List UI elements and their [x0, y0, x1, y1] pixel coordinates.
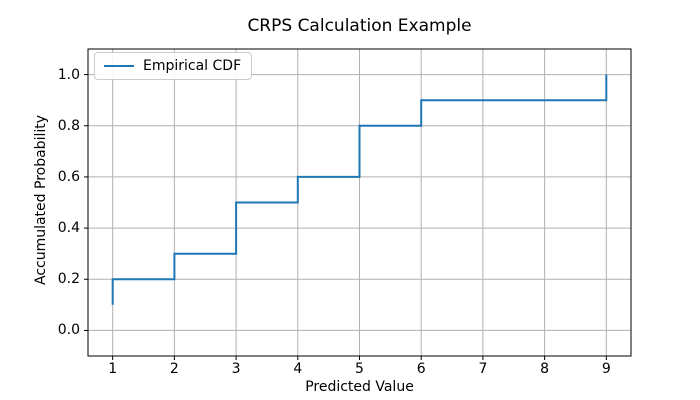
y-tick-label: 0.8: [57, 117, 80, 134]
x-tick-label: 5: [355, 361, 364, 377]
x-tick-label: 7: [478, 361, 488, 377]
legend-line-sample-icon: [104, 65, 134, 67]
cdf-step-line: [111, 74, 608, 305]
y-tick-label: 0.6: [57, 168, 80, 185]
x-tick-label: 6: [416, 361, 426, 377]
y-tick-label: 0.2: [57, 271, 80, 288]
x-tick-label: 1: [108, 361, 118, 377]
y-tick-label: 0.4: [57, 220, 80, 237]
x-tick-label: 9: [601, 361, 611, 377]
x-tick-label: 4: [293, 361, 303, 377]
y-axis-label: Accumulated Probability: [33, 114, 49, 286]
y-tick-label: 1.0: [57, 66, 80, 83]
x-tick-label: 2: [169, 361, 179, 377]
x-tick-label: 8: [540, 361, 550, 377]
chart-title: CRPS Calculation Example: [247, 16, 472, 36]
legend-label: Empirical CDF: [143, 58, 242, 74]
x-axis-label: Predicted Value: [305, 379, 414, 395]
legend: Empirical CDF: [94, 52, 253, 80]
x-tick-label: 3: [231, 361, 241, 377]
y-tick-label: 0.0: [57, 322, 80, 339]
